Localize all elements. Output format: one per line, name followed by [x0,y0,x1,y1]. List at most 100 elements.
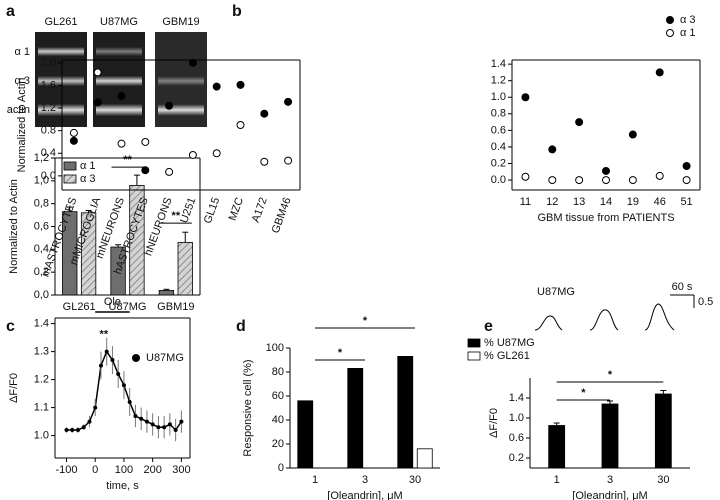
y-tick-label: 1.2 [41,102,56,114]
x-tick-label: 11 [520,196,531,208]
legend-label: α 1 [680,27,696,39]
x-tick-label: 200 [143,464,161,476]
legend-swatch [467,338,481,348]
point [93,405,98,410]
significance-label: * [608,369,613,381]
y-tick-label: 0,8 [34,198,49,210]
y-tick-label: 0,0 [34,289,49,301]
y-tick-label: 1.6 [41,79,56,91]
point [87,419,92,424]
y-tick-label: 1.4 [509,392,524,404]
point [655,171,664,180]
point [284,156,293,165]
point [284,97,293,106]
point [144,419,149,424]
significance-label: ** [172,210,181,222]
x-tick-label: 12 [546,196,558,208]
y-tick-label: 1.4 [491,58,506,70]
panel-letter: d [236,318,246,335]
y-tick-label: 0,6 [34,220,49,232]
scale-time: 60 s [672,281,693,293]
gel-column-label: GBM19 [162,16,199,28]
x-axis-label: GBM tissue from PATIENTS [537,212,674,224]
bar [177,242,193,296]
x-tick-label: 46 [654,196,666,208]
panel-letter: a [6,3,15,20]
y-tick-label: 1.3 [34,346,49,358]
y-tick-label: 1,2 [34,152,49,164]
point [628,130,637,139]
bar [601,403,619,469]
bar [158,290,175,296]
point [81,425,86,430]
y-tick-label: 0.4 [41,147,56,159]
point [628,176,637,185]
y-tick-label: 0.8 [491,108,506,120]
point [212,82,221,91]
point [69,136,78,145]
y-tick-label: 0.0 [491,174,506,186]
x-tick-label: 3 [362,474,368,486]
point [117,92,126,101]
x-tick-label: 300 [172,464,190,476]
legend-label: % GL261 [484,350,530,362]
point [548,145,557,154]
x-tick-label: 1 [554,474,560,486]
bar [654,393,672,469]
x-axis-label: time, s [106,480,139,492]
y-tick-label: 0.2 [491,157,506,169]
y-tick-label: 0.4 [491,141,506,153]
point [173,428,178,432]
x-axis-label: [Oleandrin], μM [572,490,647,500]
drug-label: Ole [104,296,121,308]
point [64,428,69,432]
y-axis-label: ΔF/F0 [488,408,500,438]
x-tick-label: GL261 [63,301,96,313]
y-tick-label: 1,0 [34,175,49,187]
y-axis-label: Responsive cell (%) [242,359,254,456]
x-tick-label: U251 [178,196,198,225]
x-tick-label: 3 [607,474,613,486]
y-tick-label: 80 [272,366,284,378]
legend-swatch [63,174,77,184]
x-tick-label: -100 [55,464,77,476]
legend-swatch [132,354,140,362]
gel-row-label: α 1 [14,46,30,58]
y-tick-label: 1.0 [491,91,506,103]
y-tick-label: 1.4 [34,318,49,330]
point [70,428,75,432]
panel-letter: b [232,3,242,20]
x-axis-label: [Oleandrin], μM [327,490,402,500]
significance-label: * [338,347,343,359]
point [141,166,150,175]
point [93,68,102,77]
legend-label: U87MG [146,352,184,364]
bar [548,425,566,469]
point [150,422,155,427]
point [575,118,584,127]
x-tick-label: U87MG [109,301,147,313]
y-tick-label: 0,4 [34,243,49,255]
point [93,98,102,107]
cell-label: U87MG [537,286,575,298]
point [260,157,269,166]
y-tick-label: 60 [272,390,284,402]
panel-letter: c [6,318,15,335]
y-tick-label: 1.2 [491,75,506,87]
gel-column-label: U87MG [100,16,138,28]
x-tick-label: 19 [627,196,639,208]
point [236,121,245,129]
point [162,425,167,430]
point [167,422,172,427]
y-tick-label: 2.0 [41,57,56,69]
point [110,358,115,362]
y-tick-label: 0,2 [34,266,49,278]
point [521,93,530,102]
bar [297,400,314,469]
calcium-traces [534,294,695,331]
gel-row-label: α 3 [14,75,30,87]
x-tick-label: A172 [250,196,270,224]
point [156,425,161,430]
y-axis-label: ΔF/F0 [8,373,20,403]
